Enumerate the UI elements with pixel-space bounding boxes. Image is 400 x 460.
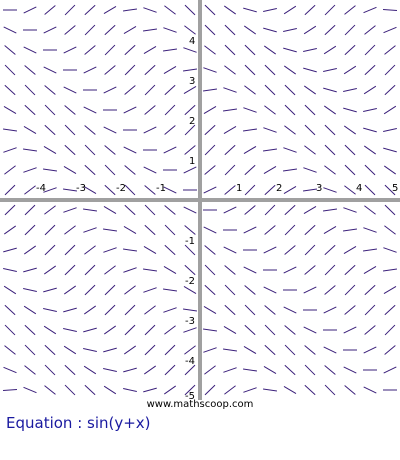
- x-tick-label: 1: [236, 183, 242, 194]
- x-tick-label: 2: [276, 183, 282, 194]
- x-tick-label: -1: [156, 183, 166, 194]
- y-tick-label: 4: [189, 36, 195, 47]
- y-tick-label: 3: [189, 76, 195, 87]
- x-tick-label: 5: [392, 183, 398, 194]
- equation-label: Equation : sin(y+x): [6, 414, 151, 432]
- x-tick-label: 4: [356, 183, 362, 194]
- y-tick-label: 1: [189, 156, 195, 167]
- y-tick-label: -1: [185, 236, 195, 247]
- y-tick-label: -3: [185, 316, 195, 327]
- x-tick-label: -3: [76, 183, 86, 194]
- credit-text: www.mathscoop.com: [0, 399, 400, 410]
- y-tick-label: -2: [185, 276, 195, 287]
- y-tick-label: 2: [189, 116, 195, 127]
- slope-field-plot: -4 -3 -2 -1 1 2 3 4 5 4321-1-2-3-4-5: [0, 0, 400, 400]
- x-tick-label: 3: [316, 183, 322, 194]
- y-tick-label: -4: [185, 356, 195, 367]
- x-tick-label: -2: [116, 183, 126, 194]
- x-tick-label: -4: [36, 183, 46, 194]
